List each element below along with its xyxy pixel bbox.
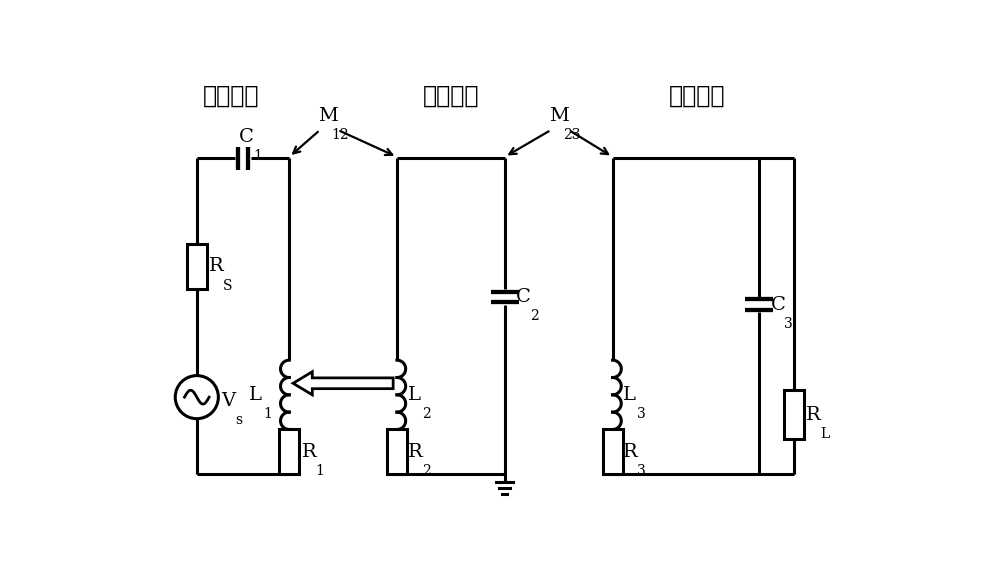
Text: 发射线圈: 发射线圈 [203, 84, 260, 107]
Text: V: V [221, 392, 236, 410]
Text: 接收线圈: 接收线圈 [669, 84, 726, 107]
Text: C: C [239, 128, 254, 146]
Text: 12: 12 [332, 128, 349, 142]
Text: 1: 1 [253, 149, 262, 163]
Bar [279, 430, 299, 474]
Text: R: R [209, 257, 224, 275]
Bar [187, 244, 207, 289]
Text: L: L [820, 427, 829, 441]
Text: 23: 23 [563, 128, 580, 142]
Text: 3: 3 [637, 464, 646, 478]
Text: R: R [302, 443, 316, 461]
Text: M: M [549, 107, 569, 125]
Text: 3: 3 [637, 407, 646, 421]
Text: 1: 1 [263, 407, 272, 421]
Text: R: R [806, 406, 821, 424]
Text: C: C [516, 288, 531, 306]
Text: C: C [770, 295, 785, 314]
Text: 中继线圈: 中继线圈 [423, 84, 479, 107]
Text: 3: 3 [784, 317, 793, 331]
Bar [387, 430, 407, 474]
Text: s: s [235, 414, 243, 427]
Text: R: R [623, 443, 638, 461]
Text: L: L [623, 386, 636, 404]
Text: R: R [408, 443, 423, 461]
Bar [603, 430, 623, 474]
Text: 2: 2 [422, 407, 431, 421]
Text: S: S [223, 279, 233, 293]
Text: M: M [318, 107, 338, 125]
Text: L: L [408, 386, 421, 404]
Polygon shape [293, 372, 393, 395]
Text: 2: 2 [422, 464, 431, 478]
Bar [784, 391, 804, 439]
Text: L: L [249, 386, 262, 404]
Text: 2: 2 [530, 309, 539, 324]
Text: 1: 1 [316, 464, 324, 478]
